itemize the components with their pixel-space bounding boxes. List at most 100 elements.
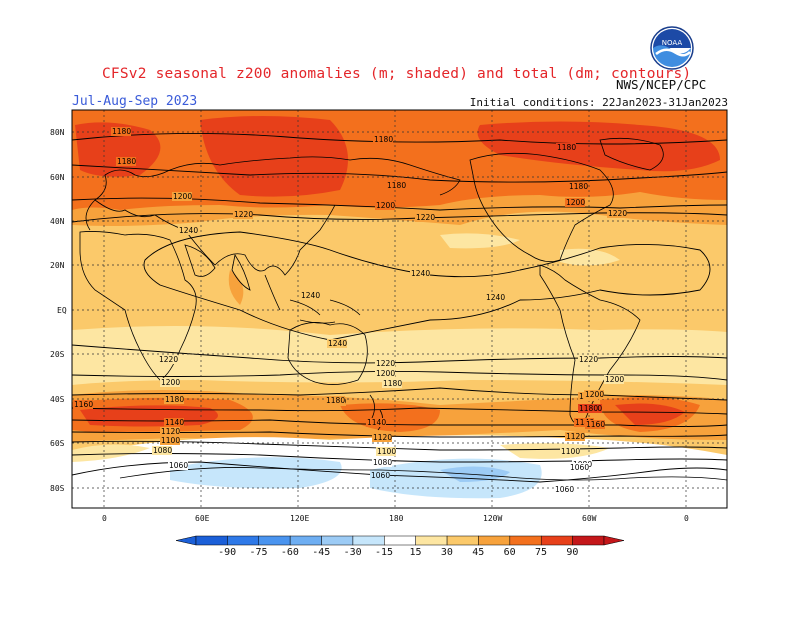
contour-label: 1160 (74, 400, 93, 409)
lon-label: 0 (684, 514, 689, 523)
colorbar-swatch (195, 535, 228, 546)
contour-label: 1080 (153, 446, 172, 455)
contour-label: 1200 (605, 375, 624, 384)
contour-label: 1180 (557, 143, 576, 152)
agency-label: NWS/NCEP/CPC (616, 77, 707, 92)
colorbar-swatch (540, 535, 573, 546)
lon-label: 120E (290, 514, 310, 523)
coastlines (79, 137, 727, 481)
colorbar-tick-label: 90 (566, 547, 579, 558)
forecast-period: Jul-Aug-Sep 2023 (72, 94, 198, 109)
graticule (72, 110, 727, 508)
map-frame (71, 109, 728, 509)
colorbar-tick-label: 60 (503, 547, 516, 558)
noaa-logo: NOAA (650, 26, 694, 70)
contour-label: 1180 (383, 379, 402, 388)
colorbar-tick-label: 75 (535, 547, 548, 558)
colorbar-arrow-left (175, 535, 197, 546)
contour-label: 1180 (387, 181, 406, 190)
colorbar-tick-label: -90 (218, 547, 237, 558)
lat-label: 80S (50, 484, 65, 493)
lat-label: 60S (50, 439, 65, 448)
colorbar-swatch (227, 535, 260, 546)
colorbar-tick-label: 30 (440, 547, 453, 558)
contour-label: 1120 (161, 427, 180, 436)
colorbar-swatch (478, 535, 511, 546)
lat-label: 80N (50, 128, 65, 137)
contour-label: 1200 (376, 201, 395, 210)
contour-label-group: 1180 1180 1180 1180 1180 1200 1220 1240 … (73, 127, 627, 494)
contour-label: 1120 (373, 433, 392, 442)
contour-label: 1220 (376, 359, 395, 368)
lon-label: 60W (582, 514, 597, 523)
contour-label: 1240 (301, 291, 320, 300)
colorbar-tick-label: -15 (375, 547, 394, 558)
contour-label: 1080 (373, 458, 392, 467)
colorbar-swatch (572, 535, 605, 546)
colorbar-tick-label: 45 (472, 547, 485, 558)
colorbar-tick-label: -30 (343, 547, 362, 558)
lon-label: 120W (483, 514, 503, 523)
colorbar-tick-label: -75 (249, 547, 268, 558)
contour-label: 1180 (374, 135, 393, 144)
contour-label: 1200 (173, 192, 192, 201)
contour-label: 1180 (117, 157, 136, 166)
contour-label: 1220 (416, 213, 435, 222)
contour-label: 1220 (234, 210, 253, 219)
map-title: CFSv2 seasonal z200 anomalies (m; shaded… (102, 66, 692, 82)
contour-label: 1100 (161, 436, 180, 445)
colorbar-arrow-right (603, 535, 625, 546)
lat-label: 20N (50, 261, 65, 270)
contour-label: 1220 (579, 355, 598, 364)
contour-label: 1180 (579, 404, 598, 413)
contour-label: 1120 (566, 432, 585, 441)
lat-label: 60N (50, 173, 65, 182)
contour-label: 1180 (326, 396, 345, 405)
contour-label: 1220 (159, 355, 178, 364)
contour-label: 1200 (161, 378, 180, 387)
colorbar-swatch (384, 535, 416, 546)
lon-label: 0 (102, 514, 107, 523)
colorbar-swatch (446, 535, 479, 546)
contour-label: 1240 (179, 226, 198, 235)
lat-label: 20S (50, 350, 65, 359)
contour-label: 1060 (371, 471, 390, 480)
lon-label: 60E (195, 514, 210, 523)
colorbar-swatch (509, 535, 542, 546)
contour-label: 1200 (566, 198, 585, 207)
initial-conditions: Initial conditions: 22Jan2023-31Jan2023 (469, 96, 728, 109)
contour-label: 1200 (585, 390, 604, 399)
contour-label: 1140 (367, 418, 386, 427)
contour-label: 1100 (377, 447, 396, 456)
lat-label: 40N (50, 217, 65, 226)
contour-label: 1180 (569, 182, 588, 191)
colorbar-swatch (321, 535, 354, 546)
contour-label: 1060 (570, 463, 589, 472)
lat-label: EQ (57, 306, 67, 315)
contour-label: 1160 (586, 420, 605, 429)
contour-label: 1060 (555, 485, 574, 494)
contour-label: 1060 (169, 461, 188, 470)
contour-label: 1180 (165, 395, 184, 404)
lon-label: 180 (389, 514, 404, 523)
colorbar-tick-label: 15 (409, 547, 422, 558)
colorbar (175, 535, 625, 546)
contour-label: 1180 (112, 127, 131, 136)
contour-label: 1100 (561, 447, 580, 456)
contour-label: 1140 (575, 418, 594, 427)
colorbar-tick-label: -60 (280, 547, 299, 558)
contour-label: 1240 (328, 339, 347, 348)
contour-label: 1200 (376, 369, 395, 378)
colorbar-swatch (258, 535, 291, 546)
contour-label: 1240 (411, 269, 430, 278)
colorbar-swatch (289, 535, 322, 546)
contour-label: 1140 (165, 418, 184, 427)
contour-label: 1220 (608, 209, 627, 218)
svg-text:NOAA: NOAA (662, 39, 683, 47)
colorbar-tick-label: -45 (312, 547, 331, 558)
contour-label: 1240 (486, 293, 505, 302)
colorbar-swatch (415, 535, 448, 546)
lat-label: 40S (50, 395, 65, 404)
colorbar-swatch (352, 535, 385, 546)
